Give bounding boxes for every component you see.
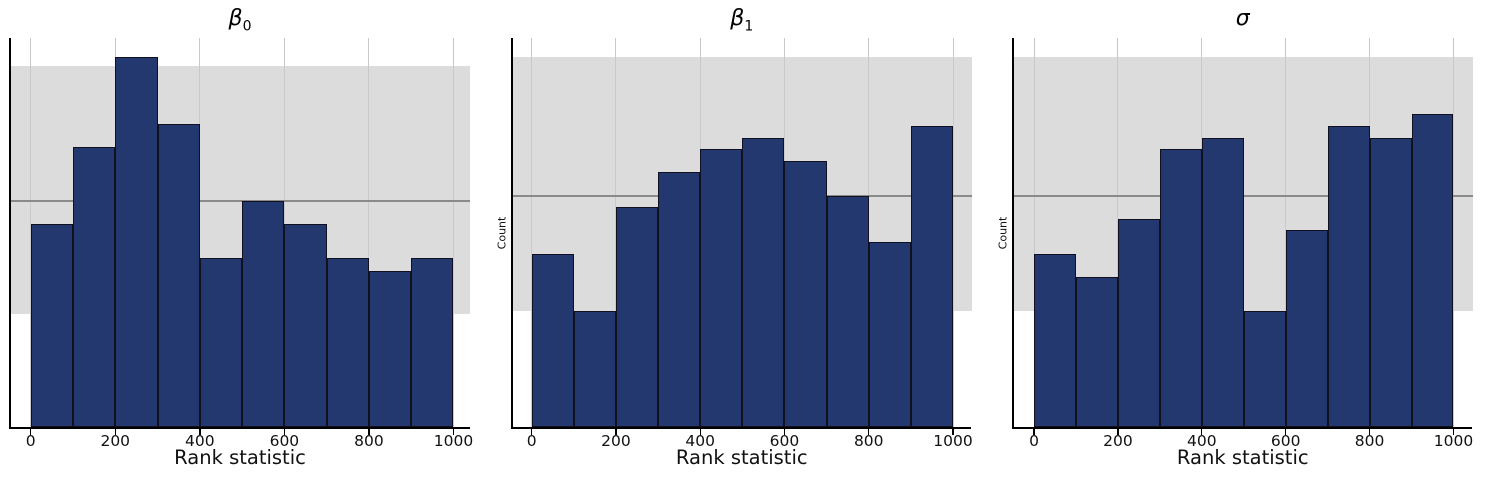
histogram-bar [742,137,785,428]
gridline [1033,38,1035,428]
histogram-bar [411,257,454,428]
x-tick-label: 800 [853,432,884,450]
x-tick [368,429,370,435]
histogram-bar [1034,253,1076,428]
y-axis-label: Count [996,216,1010,249]
gridline [368,38,370,428]
x-axis-label: Rank statistic [675,446,808,469]
x-tick-label: 1000 [933,432,973,450]
histogram-bar [284,223,327,428]
histogram-bar [368,271,412,428]
x-tick [283,429,286,435]
gridline [868,38,870,428]
x-tick-label: 1000 [433,432,474,450]
x-tick [952,429,954,435]
panel-title-subscript: 0 [242,18,252,35]
x-tick-label: 400 [1187,432,1217,450]
y-axis-line [511,38,513,430]
x-tick-label: 0 [1029,432,1039,450]
panel-title-symbol: β [730,6,745,31]
x-tick [1285,429,1287,435]
histogram-bar [615,207,659,428]
x-tick [868,429,870,435]
histogram-bar [1243,311,1286,428]
gridline [531,38,533,428]
x-tick [452,429,455,435]
gridline [199,38,201,428]
histogram-bar [72,146,116,428]
panel-title: β0 [229,6,252,35]
panel-title: σ [1236,6,1250,32]
histogram-bar [1369,137,1412,428]
x-tick [531,429,533,435]
histogram-bar [1411,114,1454,428]
x-tick [1452,429,1455,435]
x-tick [1033,429,1035,435]
histogram-bar [826,195,869,428]
x-axis-line [511,427,972,430]
x-tick-label: 400 [685,432,716,450]
panel-title-subscript: 1 [744,18,754,35]
x-tick-label: 400 [185,432,215,450]
x-tick-label: 600 [269,432,300,450]
histogram-bar [326,257,369,428]
x-axis-line [1012,427,1473,430]
histogram-bar [1201,137,1244,428]
gridline [1453,38,1454,428]
histogram-bar [573,311,616,428]
x-tick-label: 800 [354,432,384,450]
x-tick [199,429,201,435]
x-tick-label: 600 [769,432,800,450]
x-tick-label: 800 [1354,432,1385,450]
x-tick-label: 200 [1103,432,1133,450]
histogram-bar [868,241,911,428]
x-tick [30,429,32,435]
histogram-bar [1285,230,1328,428]
x-tick [1201,429,1203,435]
histogram-bar [242,201,285,428]
x-axis-label: Rank statistic [174,446,306,469]
gridline [952,38,954,428]
y-axis-line [1012,38,1014,430]
x-tick-label: 200 [601,432,631,450]
histogram-bar [700,149,743,428]
x-tick-label: 600 [1270,432,1301,450]
gridline [453,38,454,428]
histogram-bar [531,253,574,428]
x-tick [1368,429,1371,435]
x-tick-label: 1000 [1433,432,1474,450]
x-tick-label: 0 [526,432,537,450]
histogram-bar [1117,218,1160,428]
x-tick [615,429,617,435]
histogram-bar [157,124,200,428]
histogram-bar [1327,126,1370,428]
expected-count-line [10,200,470,203]
x-tick-label: 200 [100,432,131,450]
panel-title-symbol: σ [1235,6,1250,31]
x-axis-line [9,427,470,430]
x-tick [699,429,701,435]
x-tick [783,429,786,435]
panel-title-symbol: β [228,6,243,31]
x-tick-label: 0 [25,432,36,450]
histogram-bar [199,257,243,428]
y-axis-line [9,38,11,430]
panel-title: β1 [730,6,753,35]
histogram-bar [30,223,73,428]
histogram-bar [784,160,827,428]
histogram-bar [658,172,701,428]
histogram-bar [910,126,953,428]
x-axis-label: Rank statistic [1176,446,1309,469]
histogram-bar [115,56,158,428]
histogram-bar [1159,149,1202,428]
histogram-bar [1075,276,1118,428]
x-tick [114,429,116,435]
x-tick [1117,429,1119,435]
